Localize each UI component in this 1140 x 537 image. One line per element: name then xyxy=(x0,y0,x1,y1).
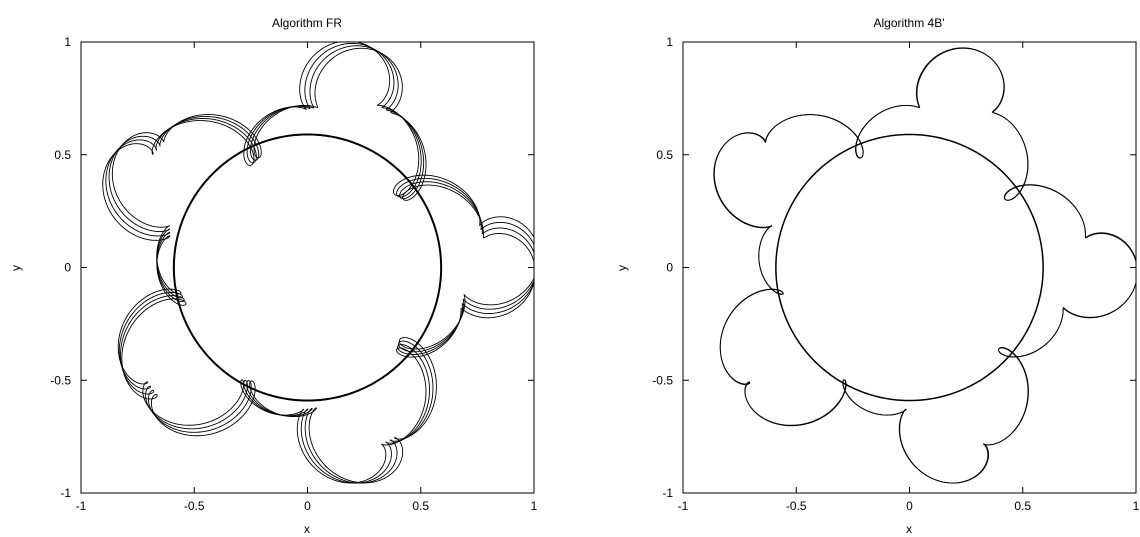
orbit-series-line xyxy=(102,42,534,484)
x-tick-label: 0.5 xyxy=(412,499,429,513)
orbit-series-line xyxy=(111,47,534,484)
orbit-series-line xyxy=(105,42,534,484)
plot-frame xyxy=(80,41,535,494)
x-tick-label: 1 xyxy=(1133,499,1140,513)
y-tick-label: -0.5 xyxy=(50,373,71,387)
axis-ticks: -1 -0.5 0 0.5 1 -1 -0.5 0 0.5 1 xyxy=(652,35,1139,513)
y-tick-label: 0 xyxy=(666,261,673,275)
x-tick-label: -0.5 xyxy=(786,499,807,513)
plot-area xyxy=(102,42,534,484)
x-tick-label: 0 xyxy=(906,499,913,513)
x-tick-label: -1 xyxy=(76,499,87,513)
x-tick-label: 1 xyxy=(531,499,538,513)
chart-title: Algorithm FR xyxy=(272,16,342,30)
y-tick-label: 1 xyxy=(666,35,673,49)
plot-area xyxy=(713,47,1136,484)
x-tick-label: -0.5 xyxy=(184,499,205,513)
chart-title: Algorithm 4B' xyxy=(874,16,945,30)
y-axis-label: y xyxy=(9,265,23,271)
orbit-inner-ring xyxy=(172,133,443,402)
orbit-series-line xyxy=(713,47,1136,484)
panel-algorithm-fr: Algorithm FR -1 -0.5 0 0.5 1 -1 -0.5 0 0.5 1 x y xyxy=(9,16,538,536)
y-tick-label: -1 xyxy=(60,486,71,500)
y-tick-label: -1 xyxy=(662,486,673,500)
y-tick-label: 0.5 xyxy=(656,148,673,162)
y-axis-label: y xyxy=(615,265,629,271)
orbit-inner-ring xyxy=(775,133,1044,402)
axis-ticks: -1 -0.5 0 0.5 1 -1 -0.5 0 0.5 1 xyxy=(50,35,537,513)
y-tick-label: 0.5 xyxy=(54,148,71,162)
y-tick-label: 1 xyxy=(64,35,71,49)
orbit-series-line xyxy=(713,47,1136,484)
x-axis-label: x xyxy=(906,522,912,536)
x-axis-label: x xyxy=(304,522,310,536)
plot-frame xyxy=(682,41,1137,494)
y-tick-label: 0 xyxy=(64,261,71,275)
x-tick-label: 0 xyxy=(304,499,311,513)
panel-algorithm-4b: Algorithm 4B' -1 -0.5 0 0.5 1 -1 -0.5 0 0.5 1 x y xyxy=(615,16,1140,536)
y-tick-label: -0.5 xyxy=(652,373,673,387)
x-tick-label: 0.5 xyxy=(1014,499,1031,513)
x-tick-label: -1 xyxy=(678,499,689,513)
